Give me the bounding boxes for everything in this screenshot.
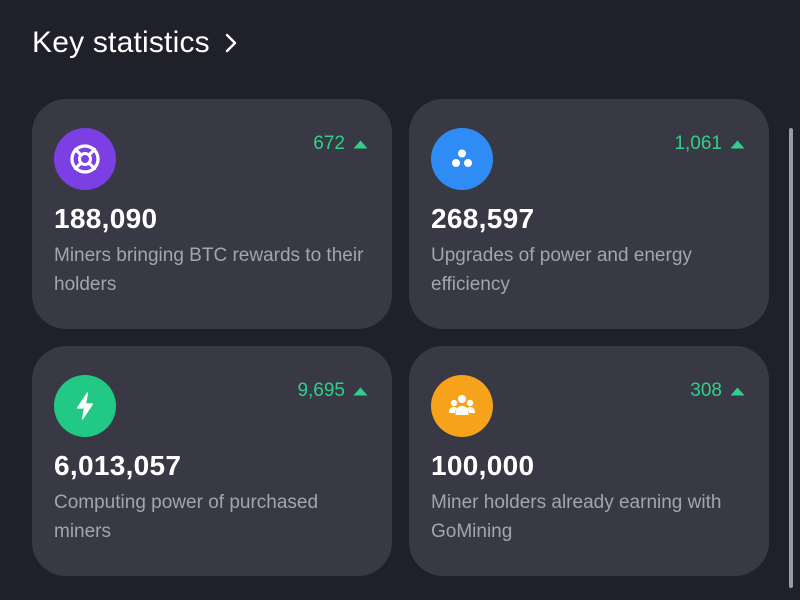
delta-indicator: 1,061 [674, 133, 745, 155]
stat-value: 188,090 [54, 203, 158, 234]
upgrade-icon [431, 128, 493, 190]
lightning-icon [54, 375, 116, 437]
delta-value: 1,061 [674, 133, 722, 154]
up-arrow-icon [353, 387, 368, 395]
key-statistics-header[interactable]: Key statistics [32, 26, 238, 60]
statistics-grid: 672 188,090 Miners bringing BTC rewards … [32, 99, 769, 576]
up-arrow-icon [730, 387, 745, 395]
stat-card-upgrades: 1,061 268,597 Upgrades of power and ener… [409, 99, 769, 329]
delta-value: 308 [690, 380, 722, 401]
stat-value: 6,013,057 [54, 450, 182, 481]
miner-icon [54, 128, 116, 190]
stat-card-holders: 308 100,000 Miner holders already earnin… [409, 346, 769, 576]
holders-icon [431, 375, 493, 437]
up-arrow-icon [353, 140, 368, 148]
scrollbar[interactable] [789, 128, 793, 588]
stat-description: Computing power of purchased miners [54, 492, 319, 542]
stat-description: Upgrades of power and energy efficiency [431, 245, 692, 295]
delta-indicator: 9,695 [297, 380, 368, 402]
delta-value: 9,695 [297, 380, 345, 401]
page-title: Key statistics [32, 26, 210, 59]
stat-value: 268,597 [431, 203, 535, 234]
stat-card-miners: 672 188,090 Miners bringing BTC rewards … [32, 99, 392, 329]
delta-value: 672 [313, 133, 345, 154]
stat-description: Miner holders already earning with GoMin… [431, 492, 722, 542]
up-arrow-icon [730, 140, 745, 148]
delta-indicator: 672 [313, 133, 368, 155]
stat-card-computing-power: 9,695 6,013,057 Computing power of purch… [32, 346, 392, 576]
stat-value: 100,000 [431, 450, 535, 481]
stat-description: Miners bringing BTC rewards to their hol… [54, 245, 364, 295]
chevron-right-icon [225, 33, 237, 53]
delta-indicator: 308 [690, 380, 745, 402]
